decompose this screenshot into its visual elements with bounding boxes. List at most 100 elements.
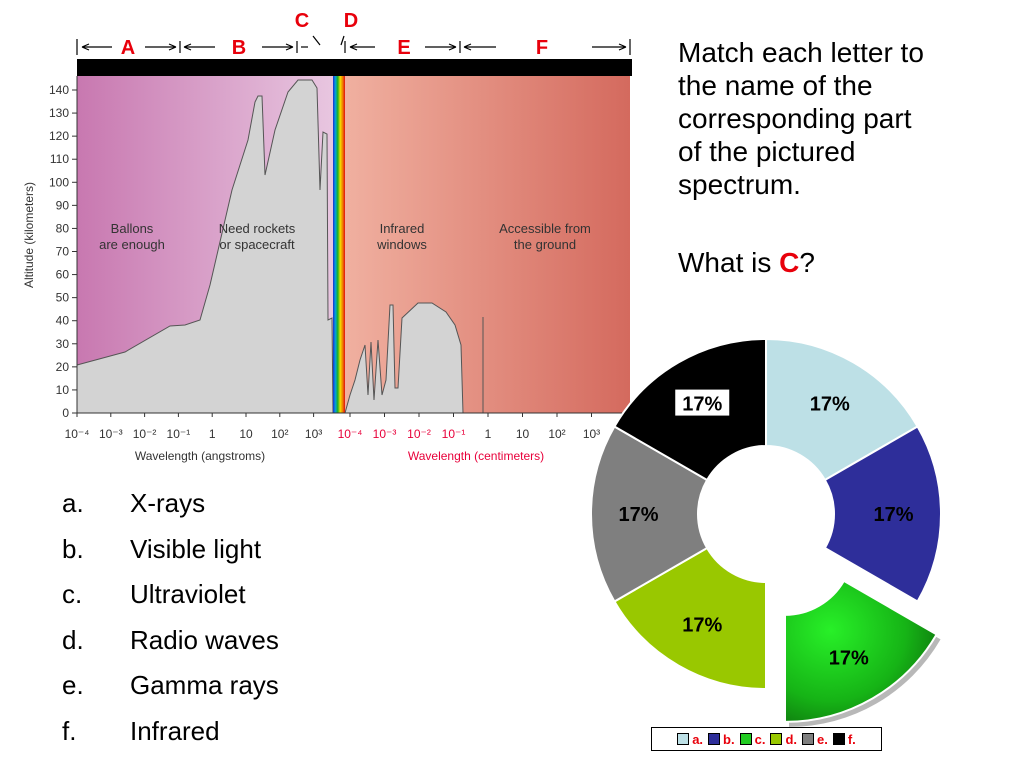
question-ask: What is C? [678, 246, 1008, 279]
x-tick-label-left: 10³ [305, 427, 322, 441]
answer-label: Infrared [130, 715, 220, 746]
answer-option-a[interactable]: a. X-rays [62, 488, 279, 534]
title-bar [77, 59, 632, 76]
legend-swatch [770, 733, 783, 745]
donut-slice-a [765, 337, 919, 482]
legend-label: d. [785, 731, 797, 747]
y-tick-label: 70 [56, 245, 70, 259]
x-tick-label-right: 10⁻¹ [442, 427, 466, 441]
x-tick-label-left: 10 [239, 427, 253, 441]
legend-swatch [739, 733, 752, 745]
legend-item-b: b. [708, 732, 735, 747]
x-tick-label-left: 10⁻⁴ [65, 427, 90, 441]
x-tick-label-left: 1 [209, 427, 216, 441]
answer-marker: a. [62, 488, 84, 518]
y-tick-label: 0 [62, 406, 69, 420]
region-label-infrared-1: Infrared [380, 221, 425, 236]
legend-swatch [677, 733, 690, 745]
chart-legend: a. b. c. d. e. f. [651, 727, 882, 751]
question-line: the name of the [678, 70, 873, 101]
y-tick-label: 50 [56, 291, 70, 305]
y-tick-label: 140 [49, 83, 69, 97]
y-tick-label: 100 [49, 175, 69, 189]
answer-option-f[interactable]: f. Infrared [62, 716, 279, 762]
y-tick-label: 30 [56, 337, 70, 351]
x-ticks: 10⁻⁴ 10⁻³ 10⁻² 10⁻¹ 1 10 10² 10³ 10⁻⁴ 10⁻³ 10⁻² 10⁻… [65, 413, 600, 441]
ask-suffix: ? [799, 247, 815, 278]
region-label-rockets-2: or spacecraft [219, 237, 295, 252]
answer-marker: b. [62, 533, 84, 564]
region-label-ground-1: Accessible from [499, 221, 591, 236]
answer-option-d[interactable]: d. Radio waves [62, 625, 279, 671]
answer-label: X-rays [130, 488, 206, 518]
donut-slice-e [590, 425, 709, 603]
x-tick-label-left: 10² [271, 427, 288, 441]
region-label-balloons-1: Ballons [111, 221, 154, 236]
region-label-balloons-2: are enough [99, 237, 165, 252]
y-tick-label: 40 [56, 314, 70, 328]
x-tick-label-right: 10⁻³ [373, 427, 397, 441]
question-line: spectrum. [678, 169, 801, 200]
legend-item-a: a. [677, 732, 703, 747]
y-tick-label: 80 [56, 221, 70, 235]
y-tick-label: 20 [56, 360, 70, 374]
band-letter-b: B [232, 37, 246, 59]
x-axis-label-right: Wavelength (centimeters) [408, 449, 544, 463]
answer-label: Visible light [130, 533, 262, 564]
question-line: corresponding part [678, 103, 912, 134]
visible-band [333, 76, 345, 413]
donut-slice-c [784, 579, 938, 723]
donut-slice-label: 17% [618, 504, 658, 526]
donut-slice-label: 17% [682, 394, 722, 416]
x-tick-label-left: 10⁻² [133, 427, 157, 441]
x-tick-label-left: 10⁻³ [99, 427, 123, 441]
y-tick-label: 10 [56, 383, 70, 397]
legend-label: a. [692, 731, 704, 747]
ask-letter: C [779, 247, 800, 278]
answer-option-e[interactable]: e. Gamma rays [62, 670, 279, 716]
answer-option-c[interactable]: c. Ultraviolet [62, 579, 279, 625]
x-tick-label-left: 10⁻¹ [167, 427, 191, 441]
question-line: Match each letter to [678, 37, 924, 68]
atmosphere-absorption-right [344, 302, 464, 414]
x-tick-label-right: 10⁻⁴ [338, 427, 363, 441]
legend-item-f: f. [832, 731, 856, 747]
x-tick-label-right: 10⁻² [407, 427, 431, 441]
x-tick-label-right: 10 [516, 427, 530, 441]
region-label-infrared-2: windows [376, 237, 427, 252]
legend-label: f. [847, 731, 856, 747]
legend-label: b. [723, 731, 735, 747]
region-label-rockets-1: Need rockets [219, 221, 296, 236]
answer-marker: e. [62, 670, 84, 700]
answer-list: a. X-rays b. Visible light c. Ultraviolet d… [62, 488, 279, 761]
band-letter-d: D [344, 10, 358, 32]
band-letter-e: E [397, 37, 410, 59]
label-highlight [675, 389, 730, 416]
legend-swatch [802, 733, 814, 745]
donut-slice-label: 17% [810, 394, 850, 416]
answer-label: Gamma rays [130, 670, 279, 700]
answer-label: Radio waves [130, 624, 279, 655]
answer-marker: d. [62, 624, 84, 655]
legend-label: e. [817, 731, 828, 747]
legend-item-d: d. [770, 732, 797, 747]
answer-option-b[interactable]: b. Visible light [62, 534, 279, 580]
y-ticks: 0 10 20 30 40 50 60 70 80 90 100 110 120 130 140 [49, 83, 77, 420]
legend-label: c. [754, 731, 766, 747]
donut-slice-label: 17% [829, 647, 869, 669]
y-tick-label: 90 [56, 198, 70, 212]
answer-label: Ultraviolet [130, 579, 246, 609]
donut-slice-label: 17% [682, 614, 722, 636]
legend-item-c: c. [739, 731, 766, 747]
x-axis-label-left: Wavelength (angstroms) [135, 449, 265, 463]
answer-marker: c. [62, 579, 83, 609]
band-letter-a: A [121, 37, 135, 59]
y-axis-label: Altitude (kilometers) [22, 182, 36, 288]
band-letter-f: F [536, 37, 548, 59]
y-tick-label: 110 [50, 152, 69, 166]
donut-slice-b [823, 425, 942, 603]
legend-swatch [832, 733, 845, 745]
x-tick-label-right: 10³ [583, 427, 600, 441]
question-line: of the pictured [678, 136, 856, 167]
